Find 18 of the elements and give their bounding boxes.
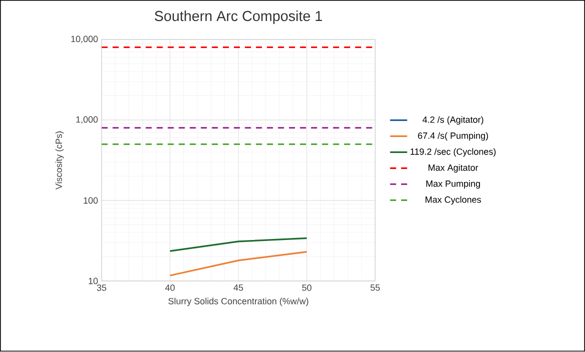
legend-label: 4.2 /s (Agitator) [422, 116, 484, 125]
y-tick-label: 10,000 [71, 36, 98, 44]
legend-label: Max Cyclones [426, 196, 481, 205]
legend-label: 67.4 /s( Pumping) [418, 132, 488, 141]
chart-title: Southern Arc Composite 1 [154, 10, 322, 24]
y-tick-label: 1,000 [76, 116, 98, 124]
x-tick-label: 40 [165, 284, 175, 292]
legend-label: 119.2 /sec (Cyclones) [410, 148, 496, 157]
x-tick-label: 50 [302, 284, 312, 292]
legend-label: Max Pumping [426, 180, 480, 189]
y-tick-label: 10 [88, 278, 98, 284]
legend-label: Max Agitator [428, 164, 478, 173]
x-tick-label: 35 [96, 284, 106, 292]
y-axis-title: Viscosity (cPs) [55, 132, 64, 190]
y-tick-label: 100 [84, 198, 98, 204]
x-tick-label: 55 [370, 284, 380, 292]
x-axis-title: Slurry Solids Concentration (%w/w) [168, 298, 308, 306]
x-tick-label: 45 [234, 284, 244, 292]
